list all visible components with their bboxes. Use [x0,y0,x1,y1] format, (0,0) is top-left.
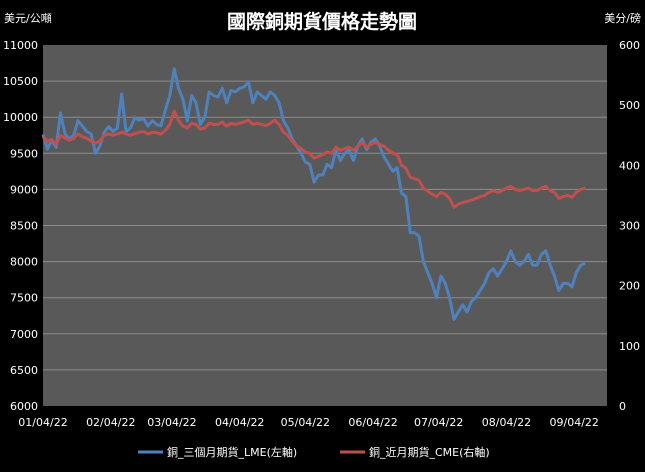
right-tick-label: 100 [619,340,640,353]
left-axis-unit: 美元/公噸 [4,11,52,25]
x-tick-label: 02/04/22 [86,416,135,429]
legend-label-1: 銅_三個月期貨_LME(左軸) [167,445,297,459]
x-tick-label: 03/04/22 [147,416,196,429]
left-tick-label: 10500 [3,75,38,88]
right-tick-label: 600 [619,39,640,52]
right-tick-label: 400 [619,159,640,172]
left-tick-label: 8000 [10,256,38,269]
x-tick-label: 08/04/22 [482,416,531,429]
right-axis-ticks: 0 100 200 300 400 500 600 [619,39,640,413]
left-tick-label: 7000 [10,328,38,341]
left-tick-label: 11000 [3,39,38,52]
legend-label-2: 銅_近月期貨_CME(右軸) [369,445,490,459]
right-tick-label: 200 [619,280,640,293]
grid-lines [43,80,607,371]
x-tick-label: 09/04/22 [550,416,599,429]
x-tick-label: 05/04/22 [281,416,330,429]
x-tick-label: 04/04/22 [215,416,264,429]
legend: 銅_三個月期貨_LME(左軸) 銅_近月期貨_CME(右軸) [138,445,490,459]
left-tick-label: 9000 [10,183,38,196]
right-tick-label: 0 [619,400,626,413]
left-tick-label: 8500 [10,220,38,233]
series-layer [41,67,586,321]
x-axis-ticks: 01/04/22 02/04/22 03/04/22 04/04/22 05/04/22… [18,416,599,429]
series-line-1 [41,67,586,321]
right-tick-label: 500 [619,99,640,112]
right-axis-unit: 美分/磅 [604,11,641,25]
right-tick-label: 300 [619,220,640,233]
x-tick-label: 07/04/22 [414,416,463,429]
left-tick-label: 10000 [3,111,38,124]
left-tick-label: 6500 [10,364,38,377]
left-tick-label: 6000 [10,400,38,413]
left-axis-ticks: 6000 6500 7000 7500 8000 8500 9000 9500 10000 105… [3,39,38,413]
left-tick-label: 9500 [10,147,38,160]
chart-title: 國際銅期貨價格走勢圖 [227,10,417,33]
x-tick-label: 01/04/22 [18,416,67,429]
series-line-2 [41,109,586,209]
x-tick-label: 06/04/22 [348,416,397,429]
left-tick-label: 7500 [10,292,38,305]
